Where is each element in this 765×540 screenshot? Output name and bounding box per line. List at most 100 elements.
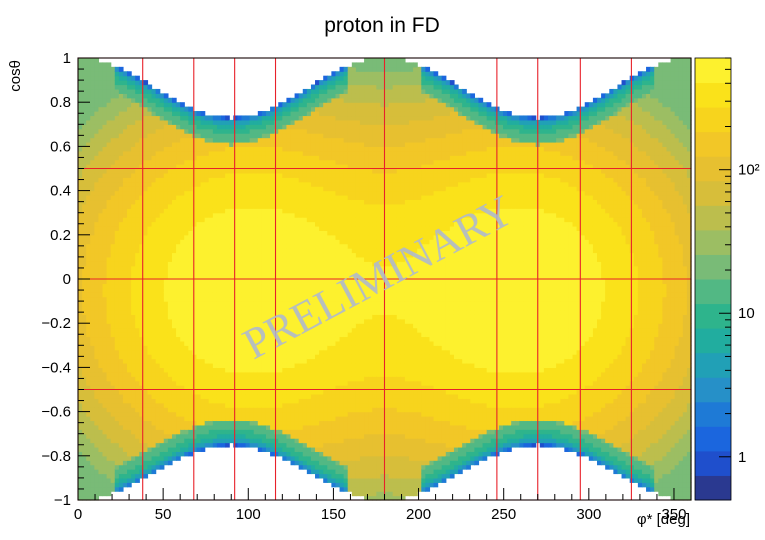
heatmap-cell [86,305,91,311]
heatmap-cell [229,340,234,346]
heatmap-cell [78,119,83,125]
heatmap-cell [310,340,316,346]
heatmap-cell [265,446,271,452]
heatmap-cell [86,234,91,240]
heatmap-cell [196,389,202,395]
heatmap-cell [306,358,312,364]
heatmap-cell [233,305,238,311]
heatmap-cell [302,243,308,249]
heatmap-cell [163,318,169,324]
heatmap-cell [196,376,202,382]
heatmap-cell [212,274,218,280]
heatmap-cell [302,261,308,267]
heatmap-cell [319,446,324,452]
heatmap-cell [253,327,259,333]
heatmap-cell [106,212,112,218]
heatmap-cell [135,464,140,470]
heatmap-cell [184,292,189,298]
heatmap-cell [90,84,95,90]
heatmap-cell [147,380,153,386]
heatmap-cell [282,393,288,399]
heatmap-cell [221,367,226,373]
heatmap-cell [180,128,185,134]
heatmap-cell [94,181,100,187]
heatmap-cell [302,102,308,108]
heatmap-cell [196,128,202,134]
heatmap-cell [265,265,271,271]
heatmap-cell [139,119,144,125]
heatmap-cell [221,287,226,293]
heatmap-cell [86,389,91,395]
heatmap-cell [131,203,136,209]
heatmap-cell [212,128,218,134]
heatmap-cell [245,212,251,218]
heatmap-cell [294,305,300,311]
heatmap-cell [159,150,165,156]
heatmap-cell [86,491,91,497]
heatmap-cell [225,234,230,240]
heatmap-cell [94,318,100,324]
heatmap-cell [131,349,136,355]
heatmap-cell [82,398,87,404]
heatmap-cell [167,270,173,276]
heatmap-cell [78,181,83,187]
heatmap-cell [306,265,312,271]
heatmap-cell [229,336,234,342]
heatmap-cell [294,318,300,324]
heatmap-cell [306,225,312,231]
heatmap-cell [310,442,316,448]
heatmap-cell [241,340,247,346]
heatmap-cell [131,181,136,187]
heatmap-cell [82,203,87,209]
heatmap-cell [155,305,161,311]
heatmap-cell [286,230,292,236]
heatmap-cell [241,292,247,298]
heatmap-cell [102,464,108,470]
heatmap-cell [135,473,140,479]
heatmap-cell [229,398,234,404]
heatmap-cell [229,195,234,201]
heatmap-cell [253,261,259,267]
heatmap-cell [261,203,267,209]
heatmap-cell [176,438,181,444]
heatmap-cell [86,172,91,178]
heatmap-cell [249,283,255,289]
heatmap-cell [114,301,120,307]
heatmap-cell [167,460,173,466]
heatmap-cell [204,385,210,391]
heatmap-cell [282,446,288,452]
heatmap-cell [167,199,173,205]
heatmap-cell [282,279,288,285]
heatmap-cell [110,327,116,333]
heatmap-cell [237,296,243,302]
heatmap-cell [270,208,275,214]
heatmap-cell [237,217,243,223]
heatmap-cell [265,159,271,165]
heatmap-cell [302,305,308,311]
heatmap-cell [290,279,296,285]
heatmap-cell [127,323,132,329]
heatmap-cell [94,248,100,254]
heatmap-cell [171,111,177,117]
heatmap-cell [118,336,124,342]
heatmap-cell [221,349,226,355]
heatmap-cell [110,119,116,125]
heatmap-cell [315,221,320,227]
heatmap-cell [245,438,251,444]
heatmap-cell [159,274,165,280]
heatmap-cell [306,217,312,223]
heatmap-cell [78,473,83,479]
heatmap-cell [294,371,300,377]
heatmap-cell [122,84,128,90]
heatmap-cell [249,438,255,444]
heatmap-cell [315,164,320,170]
heatmap-cell [249,380,255,386]
heatmap-cell [110,150,116,156]
heatmap-cell [188,279,194,285]
heatmap-cell [225,203,230,209]
heatmap-cell [90,181,95,187]
heatmap-cell [274,270,279,276]
heatmap-cell [90,358,95,364]
heatmap-cell [188,155,194,161]
heatmap-cell [245,296,251,302]
